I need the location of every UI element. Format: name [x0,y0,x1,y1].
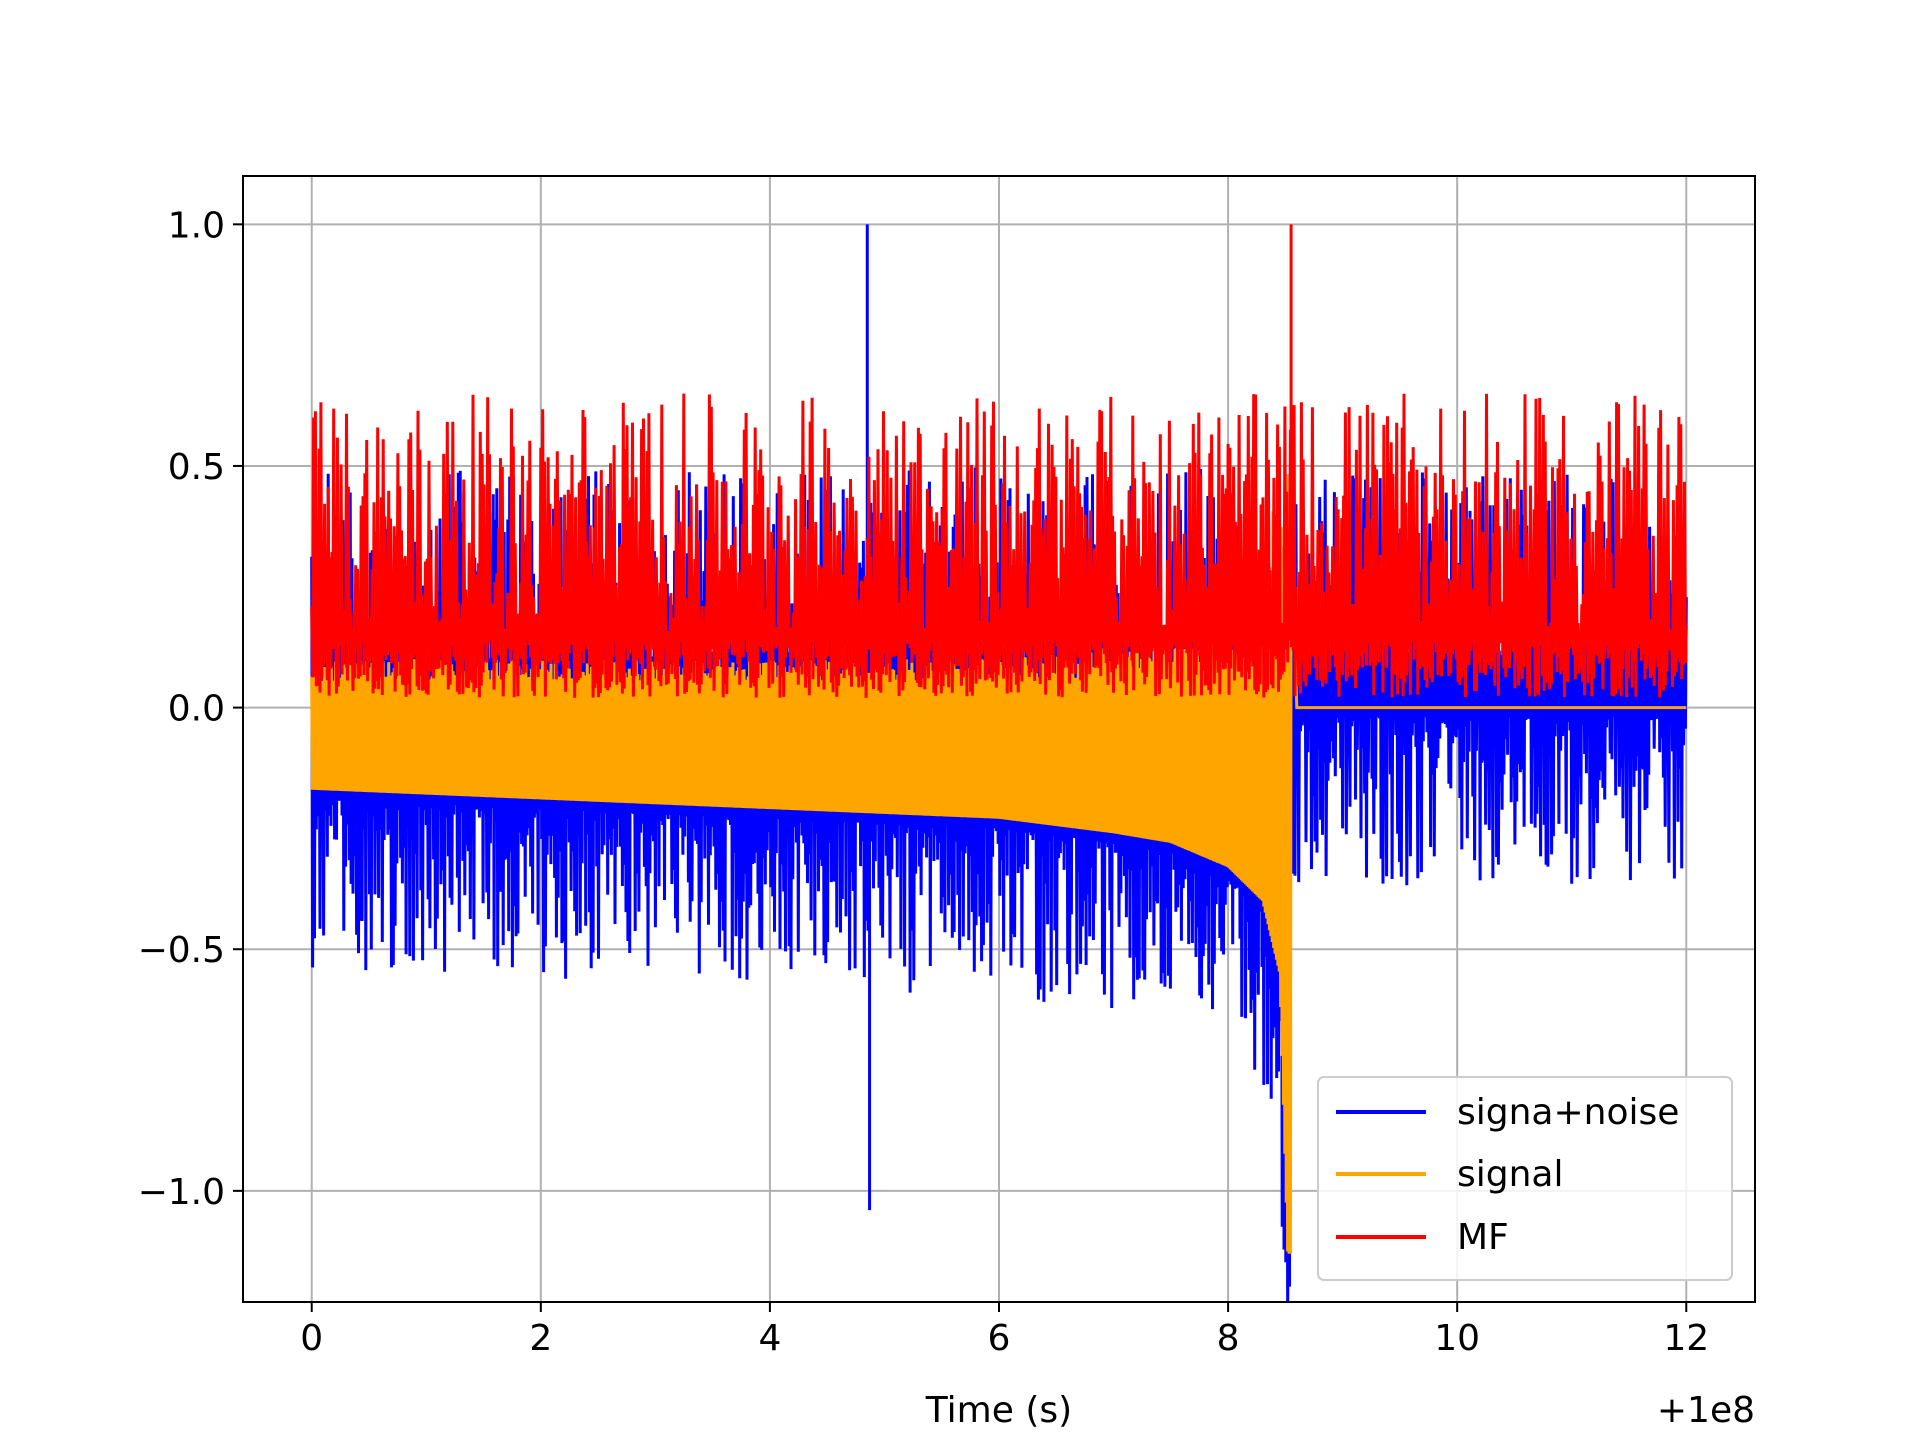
x-axis-offset-label: +1e8 [1657,1390,1755,1431]
x-tick-label: 2 [529,1318,552,1359]
legend-label-mf: MF [1457,1217,1509,1258]
legend-box [1317,1076,1733,1281]
y-tick-label: −0.5 [138,930,225,971]
x-tick-label: 10 [1434,1318,1480,1359]
y-axis: 1.0 0.5 0.0 −0.5 −1.0 [138,205,243,1213]
y-tick-label: −1.0 [138,1172,225,1213]
y-tick-label: 0.0 [168,689,225,730]
series-layer [310,224,1688,1302]
x-axis: 0 2 4 6 8 10 12 [300,1302,1709,1359]
x-axis-label: Time (s) [925,1390,1072,1431]
y-tick-label: 0.5 [168,447,225,488]
x-tick-label: 12 [1663,1318,1709,1359]
x-tick-label: 0 [300,1318,323,1359]
x-tick-label: 6 [988,1318,1011,1359]
legend-label-signal: signal [1457,1154,1564,1195]
legend: signa+noise signal MF [1317,1076,1733,1281]
legend-label-signal-noise: signa+noise [1457,1092,1679,1133]
series-mf [310,224,1688,698]
series-signal [310,474,1687,1254]
y-tick-label: 1.0 [168,205,225,246]
x-tick-label: 8 [1217,1318,1240,1359]
x-tick-label: 4 [758,1318,781,1359]
